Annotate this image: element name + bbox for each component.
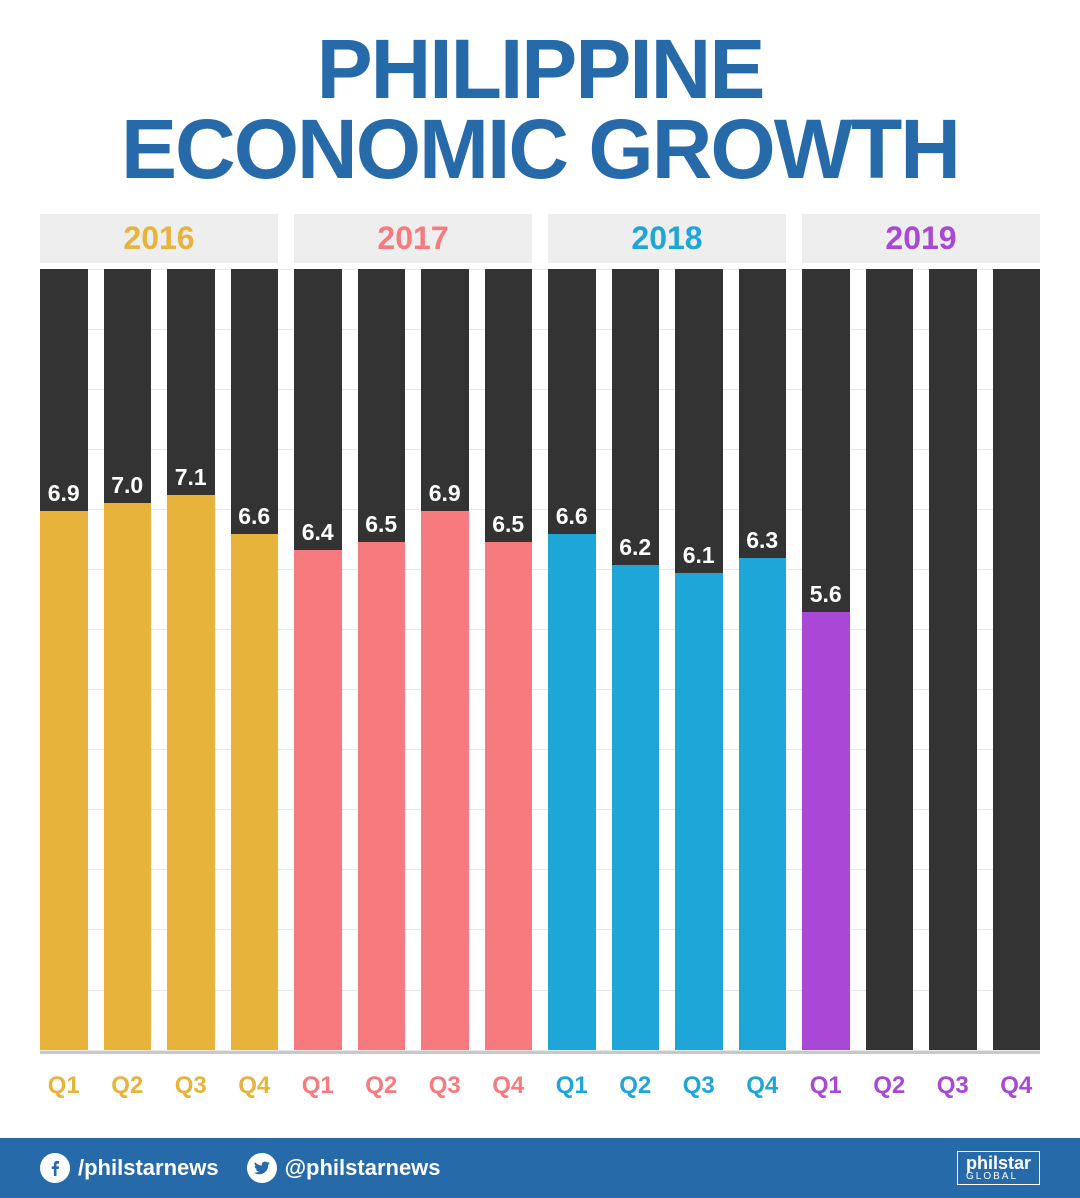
- bar-value-label: 6.9: [421, 480, 469, 507]
- bar-column: 7.0: [104, 269, 152, 1050]
- bar-fill: [485, 542, 533, 1050]
- twitter-link[interactable]: @philstarnews: [247, 1153, 441, 1183]
- quarter-label: Q2: [612, 1072, 660, 1100]
- bar-column: 6.4: [294, 269, 342, 1050]
- year-label: 2019: [802, 214, 1040, 263]
- social-links: /philstarnews @philstarnews: [40, 1153, 441, 1183]
- quarter-row: Q1 Q2 Q3 Q4 Q1 Q2 Q3 Q4 Q1 Q2 Q3 Q4 Q1 Q2 Q3 Q4: [40, 1072, 1040, 1100]
- quarter-label: Q2: [866, 1072, 914, 1100]
- bar-value-label: 6.9: [40, 480, 88, 507]
- bar-column: 6.9: [40, 269, 88, 1050]
- bar-value-label: 6.5: [358, 511, 406, 538]
- year-label: 2017: [294, 214, 532, 263]
- bar-fill: [231, 534, 279, 1049]
- brand-top: philstar: [966, 1154, 1031, 1172]
- bar-column: 6.5: [358, 269, 406, 1050]
- quarter-label: Q1: [548, 1072, 596, 1100]
- twitter-icon: [247, 1153, 277, 1183]
- bar-fill: [802, 612, 850, 1049]
- bar-column: 6.2: [612, 269, 660, 1050]
- year-header-row: 2016 2017 2018 2019: [40, 214, 1040, 263]
- bar-column: 6.3: [739, 269, 787, 1050]
- bar-fill: [294, 550, 342, 1050]
- facebook-link[interactable]: /philstarnews: [40, 1153, 219, 1183]
- gridline: [40, 1050, 1040, 1051]
- bar-value-label: 7.0: [104, 472, 152, 499]
- bar-fill: [40, 511, 88, 1050]
- quarter-label: Q1: [802, 1072, 850, 1100]
- quarter-label: Q4: [231, 1072, 279, 1100]
- bar-value-label: 6.2: [612, 534, 660, 561]
- bar-value-label: 6.6: [548, 503, 596, 530]
- bar-fill: [739, 558, 787, 1050]
- facebook-icon: [40, 1153, 70, 1183]
- bar-column: 6.9: [421, 269, 469, 1050]
- bar-value-label: 6.3: [739, 527, 787, 554]
- twitter-handle-text: @philstarnews: [285, 1155, 441, 1181]
- facebook-handle-text: /philstarnews: [78, 1155, 219, 1181]
- quarter-label: Q3: [929, 1072, 977, 1100]
- title-line1: PHILIPPINE: [40, 30, 1040, 110]
- quarter-label: Q4: [739, 1072, 787, 1100]
- bar-value-label: 6.4: [294, 519, 342, 546]
- year-label: 2016: [40, 214, 278, 263]
- bar-column: 6.1: [675, 269, 723, 1050]
- quarter-label: Q1: [294, 1072, 342, 1100]
- quarter-label: Q4: [993, 1072, 1041, 1100]
- bars-wrap: 6.9 7.0 7.1 6.6 6.4 6.5 6.9 6.5 6.6 6.2 6.1 6.3 5.6: [40, 269, 1040, 1054]
- footer: /philstarnews @philstarnews philstar GLO…: [0, 1138, 1080, 1198]
- bars: 6.9 7.0 7.1 6.6 6.4 6.5 6.9 6.5 6.6 6.2 6.1 6.3 5.6: [40, 269, 1040, 1050]
- year-label: 2018: [548, 214, 786, 263]
- bar-fill: [421, 511, 469, 1050]
- quarter-label: Q2: [104, 1072, 152, 1100]
- bar-value-label: 6.6: [231, 503, 279, 530]
- bar-column: [929, 269, 977, 1050]
- bar-column: 5.6: [802, 269, 850, 1050]
- bar-fill: [167, 495, 215, 1050]
- page-title: PHILIPPINE ECONOMIC GROWTH: [40, 30, 1040, 190]
- bar-column: [866, 269, 914, 1050]
- bar-fill: [548, 534, 596, 1049]
- bar-column: [993, 269, 1041, 1050]
- bar-column: 6.6: [231, 269, 279, 1050]
- bar-column: 7.1: [167, 269, 215, 1050]
- bar-column: 6.6: [548, 269, 596, 1050]
- brand-logo: philstar GLOBAL: [957, 1151, 1040, 1185]
- quarter-label: Q4: [485, 1072, 533, 1100]
- title-line2: ECONOMIC GROWTH: [40, 110, 1040, 190]
- quarter-label: Q3: [675, 1072, 723, 1100]
- bar-background: [866, 269, 914, 1050]
- bar-value-label: 5.6: [802, 581, 850, 608]
- bar-value-label: 6.5: [485, 511, 533, 538]
- infographic-container: PHILIPPINE ECONOMIC GROWTH 2016201720182…: [0, 0, 1080, 1198]
- quarter-label: Q3: [167, 1072, 215, 1100]
- quarter-label: Q2: [358, 1072, 406, 1100]
- quarter-label: Q1: [40, 1072, 88, 1100]
- bar-background: [929, 269, 977, 1050]
- brand-bot: GLOBAL: [966, 1172, 1031, 1182]
- bar-value-label: 6.1: [675, 542, 723, 569]
- bar-fill: [104, 503, 152, 1050]
- bar-column: 6.5: [485, 269, 533, 1050]
- bar-fill: [612, 565, 660, 1049]
- bar-fill: [675, 573, 723, 1049]
- bar-value-label: 7.1: [167, 464, 215, 491]
- chart-area: 6.97.07.16.66.46.56.96.56.66.26.16.35.6 …: [40, 269, 1040, 1198]
- bar-background: [993, 269, 1041, 1050]
- quarter-label: Q3: [421, 1072, 469, 1100]
- bar-fill: [358, 542, 406, 1050]
